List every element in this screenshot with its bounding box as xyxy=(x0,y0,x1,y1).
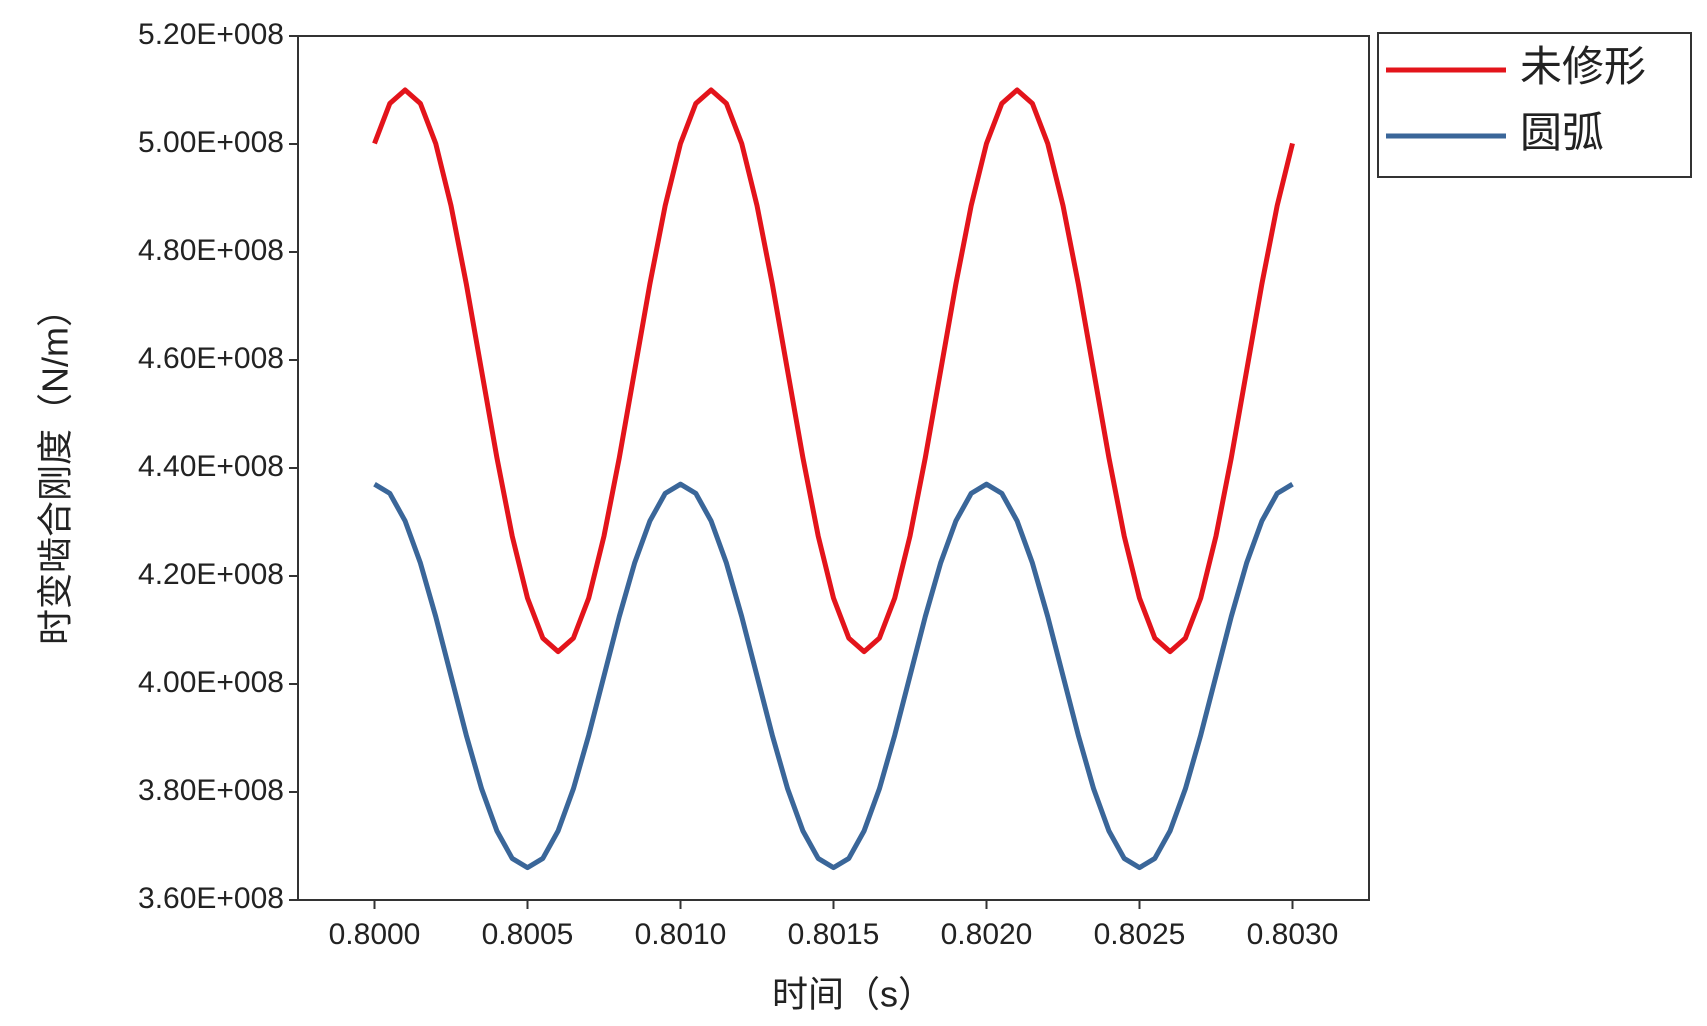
x-tick-label: 0.8030 xyxy=(1247,918,1339,951)
y-tick-label: 5.20E+008 xyxy=(138,18,284,51)
y-tick-label: 4.80E+008 xyxy=(138,234,284,267)
y-tick-label: 4.20E+008 xyxy=(138,558,284,591)
y-tick-label: 3.60E+008 xyxy=(138,882,284,915)
x-tick-label: 0.8025 xyxy=(1094,918,1186,951)
plot-frame xyxy=(297,35,1370,901)
y-axis-title: 时变啮合刚度（N/m） xyxy=(35,291,76,645)
y-tick-label: 5.00E+008 xyxy=(138,126,284,159)
x-tick-label: 0.8005 xyxy=(482,918,574,951)
x-tick-label: 0.8010 xyxy=(635,918,727,951)
series-line xyxy=(372,87,1295,655)
y-tick-label: 4.60E+008 xyxy=(138,342,284,375)
x-tick-label: 0.8015 xyxy=(788,918,880,951)
x-axis-title: 时间（s） xyxy=(772,974,934,1015)
y-tick-label: 3.80E+008 xyxy=(138,774,284,807)
series-line xyxy=(373,481,1294,871)
legend-label: 未修形 xyxy=(1520,43,1646,90)
x-tick-label: 0.8020 xyxy=(941,918,1033,951)
legend-box xyxy=(1377,32,1692,178)
y-tick-label: 4.00E+008 xyxy=(138,666,284,699)
y-tick-label: 4.40E+008 xyxy=(138,450,284,483)
legend-label: 圆弧 xyxy=(1520,109,1604,156)
x-tick-label: 0.8000 xyxy=(329,918,421,951)
